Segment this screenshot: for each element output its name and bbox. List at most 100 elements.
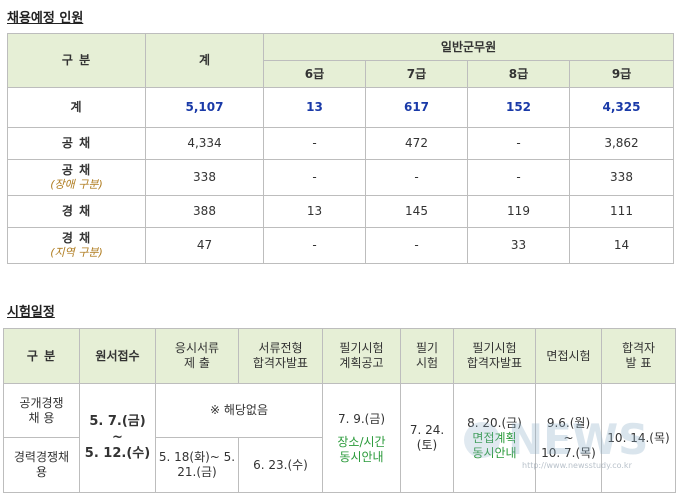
header-category: 구 분: [7, 33, 146, 88]
final-announce-date: 10. 14.(목): [601, 383, 676, 493]
cell-grade-6: -: [263, 159, 366, 196]
header-written-pass: 필기시험 합격자발표: [453, 328, 536, 384]
cell-total: 338: [145, 159, 264, 196]
written-notice-cell: 7. 9.(금) 장소/시간 동시안내: [322, 383, 401, 493]
cell-total: 388: [145, 195, 264, 228]
open-recruit-label-line1: 공개경쟁: [19, 395, 64, 410]
header-final-line2: 발 표: [625, 356, 652, 370]
header-application: 원서접수: [79, 328, 156, 384]
cell-total: 5,107: [145, 87, 264, 128]
table-row: 경력경쟁채 용 5. 18(화)~ 5. 21.(금) 6. 23.(수): [3, 437, 676, 493]
row-sublabel: (지역 구분): [50, 246, 103, 260]
career-recruit-label: 경력경쟁채 용: [3, 437, 80, 493]
header-docs-pass: 서류전형 합격자발표: [238, 328, 323, 384]
cell-grade-7: 145: [365, 195, 468, 228]
career-docs-pass: 6. 23.(수): [238, 437, 323, 493]
header-docs-submit-line1: 응시서류: [174, 341, 220, 355]
row-label-cell: 공 채 (장애 구분): [7, 159, 146, 196]
table-row: 경 채 388 13 145 119 111: [7, 195, 675, 228]
interview-tilde: ~: [563, 430, 574, 445]
docs-not-applicable: ※ 해당없음: [155, 383, 323, 438]
career-recruit-label-line1: 경력경쟁채: [13, 450, 70, 464]
table-row: 공 채 (장애 구분) 338 - - - 338: [7, 159, 675, 196]
row-label: 경 채: [7, 195, 146, 228]
header-grade-7: 7급: [365, 60, 468, 88]
cell-total: 47: [145, 227, 264, 264]
application-period: 5. 7.(금) ~ 5. 12.(수): [79, 383, 156, 493]
written-pass-note-line1: 면접계획: [472, 430, 517, 445]
row-label: 공 채: [61, 163, 92, 178]
header-written-notice: 필기시험 계획공고: [322, 328, 401, 384]
cell-grade-6: -: [263, 227, 366, 264]
application-end: 5. 12.(수): [84, 446, 151, 462]
application-tilde: ~: [112, 429, 123, 445]
row-label: 계: [7, 87, 146, 128]
header-written-pass-line1: 필기시험: [472, 341, 517, 355]
header-interview: 면접시험: [535, 328, 602, 384]
application-start: 5. 7.(금): [89, 413, 146, 429]
cell-grade-6: 13: [263, 87, 366, 128]
row-label: 공 채: [7, 127, 146, 160]
header-written-notice-line2: 계획공고: [339, 356, 384, 370]
cell-grade-8: 119: [467, 195, 570, 228]
cell-grade-9: 3,862: [568, 127, 675, 160]
schedule-table: 구 분 원서접수 응시서류 제 출 서류전형 합격자발표 필기시험 계획공고 필…: [3, 328, 676, 493]
header-category: 구 분: [3, 328, 80, 384]
cell-total: 4,334: [145, 127, 264, 160]
cell-grade-6: 13: [263, 195, 366, 228]
header-written-notice-line1: 필기시험: [339, 341, 384, 355]
table-row: 경 채 (지역 구분) 47 - - 33 14: [7, 227, 675, 264]
header-written-pass-line2: 합격자발표: [466, 356, 523, 370]
written-notice-date: 7. 9.(금): [337, 411, 386, 426]
header-final: 합격자 발 표: [601, 328, 676, 384]
career-docs-submit-line2: 21.(금): [177, 465, 217, 479]
career-docs-submit: 5. 18(화)~ 5. 21.(금): [155, 437, 239, 493]
header-docs-pass-line2: 합격자발표: [252, 356, 309, 370]
written-notice-note-line2: 동시안내: [339, 449, 384, 464]
headcount-table: 구 분 계 일반군무원 6급 7급 8급 9급 계 5,107 13 617 1…: [7, 33, 675, 264]
row-label: 경 채: [61, 231, 92, 246]
header-total: 계: [145, 33, 264, 88]
career-recruit-label-line2: 용: [35, 465, 48, 479]
cell-grade-9: 111: [568, 195, 675, 228]
header-written-line2: 시험: [415, 356, 439, 370]
written-pass-cell: 8. 20.(금) 면접계획 동시안내: [453, 383, 536, 493]
table-row: 공개경쟁 채 용 5. 7.(금) ~ 5. 12.(수) ※ 해당없음 7. …: [3, 383, 676, 493]
cell-grade-8: 33: [467, 227, 570, 264]
section-title-schedule: 시험일정: [7, 305, 55, 320]
table-row: 계 5,107 13 617 152 4,325: [7, 87, 675, 128]
header-docs-pass-line1: 서류전형: [258, 341, 303, 355]
cell-grade-9: 14: [568, 227, 675, 264]
written-notice-note-line1: 장소/시간: [337, 434, 386, 449]
open-recruit-label: 공개경쟁 채 용: [3, 383, 80, 438]
cell-grade-6: -: [263, 127, 366, 160]
cell-grade-7: -: [365, 227, 468, 264]
written-date: 7. 24.(토): [400, 383, 454, 493]
cell-grade-8: -: [467, 127, 570, 160]
open-recruit-label-line2: 채 용: [28, 410, 55, 425]
cell-grade-7: -: [365, 159, 468, 196]
cell-grade-7: 617: [365, 87, 468, 128]
table-row: 공 채 4,334 - 472 - 3,862: [7, 127, 675, 160]
interview-end: 10. 7.(목): [541, 445, 596, 460]
written-pass-date: 8. 20.(금): [467, 415, 522, 430]
written-pass-note-line2: 동시안내: [472, 445, 517, 460]
interview-period: 9.6.(월) ~ 10. 7.(목): [535, 383, 602, 493]
cell-grade-9: 4,325: [568, 87, 675, 128]
header-written-line1: 필기: [415, 341, 439, 355]
header-general-civilian: 일반군무원: [262, 33, 675, 61]
header-grade-6: 6급: [263, 60, 366, 88]
cell-grade-7: 472: [365, 127, 468, 160]
header-written: 필기 시험: [400, 328, 454, 384]
header-grade-9: 9급: [568, 60, 675, 88]
cell-grade-9: 338: [568, 159, 675, 196]
row-label-cell: 경 채 (지역 구분): [7, 227, 146, 264]
header-docs-submit: 응시서류 제 출: [155, 328, 239, 384]
header-docs-submit-line2: 제 출: [184, 356, 210, 370]
header-grade-8: 8급: [467, 60, 570, 88]
section-title-headcount: 채용예정 인원: [7, 11, 84, 26]
cell-grade-8: 152: [467, 87, 570, 128]
career-docs-submit-line1: 5. 18(화)~ 5.: [158, 450, 236, 464]
interview-start: 9.6.(월): [546, 415, 591, 430]
row-sublabel: (장애 구분): [50, 178, 103, 192]
